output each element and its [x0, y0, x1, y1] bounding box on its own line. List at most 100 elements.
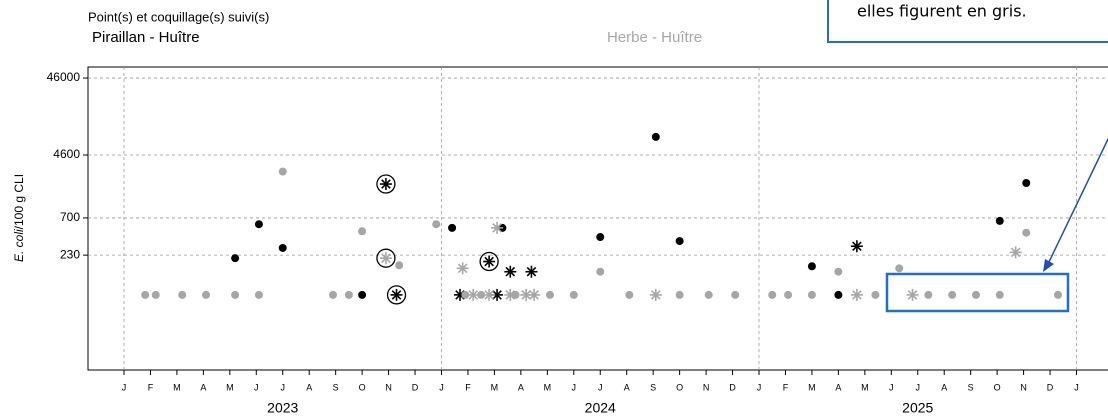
point — [784, 290, 793, 299]
point — [971, 290, 980, 299]
point — [651, 132, 660, 141]
star-stroke — [381, 253, 391, 263]
x-tick-label: J — [889, 382, 894, 392]
star-marker — [850, 240, 863, 253]
x-tick-label: N — [1020, 382, 1027, 392]
year-label: 2023 — [267, 400, 298, 416]
x-tick-label: A — [624, 382, 630, 392]
arrow — [1047, 137, 1108, 265]
year-label: 2025 — [902, 400, 933, 416]
plot-area: 230 700 4600 46000 J F M A M J J A S O N D J F M A M J J A S O N D J… — [47, 66, 1108, 416]
x-tick-label: M — [861, 382, 869, 392]
x-tick-label: A — [306, 382, 312, 392]
star-stroke — [521, 290, 531, 300]
star-stroke — [529, 290, 539, 300]
star-marker — [850, 288, 863, 301]
x-tick-label: J — [439, 382, 444, 392]
point — [895, 264, 904, 273]
star-stroke — [907, 290, 918, 300]
x-tick-label: A — [518, 382, 524, 392]
x-tick-label: J — [122, 382, 127, 392]
y-tick-label: 700 — [60, 210, 80, 224]
point — [731, 290, 740, 299]
star-stroke — [505, 266, 516, 277]
point — [329, 290, 338, 299]
point — [675, 237, 684, 246]
x-tick-label: J — [916, 382, 921, 392]
point — [395, 261, 404, 270]
point — [432, 220, 441, 229]
y-axis-label-italic: E. coli — [12, 229, 26, 262]
y-tick-label: 4600 — [53, 147, 80, 161]
star-marker — [483, 288, 496, 301]
point — [178, 290, 187, 299]
star-stroke — [381, 179, 391, 189]
point — [344, 290, 353, 299]
star-stroke — [651, 290, 661, 300]
y-axis-label-rest: /100 g CLI — [12, 174, 26, 229]
point-circle — [479, 251, 499, 272]
star-marker — [376, 174, 396, 194]
star-stroke — [391, 290, 402, 300]
highlight-box — [885, 272, 1070, 313]
star-marker — [491, 221, 504, 234]
y-axis-label: E. coli/100 g CLI — [12, 174, 26, 262]
x-tick-label: J — [757, 382, 762, 392]
point — [545, 290, 554, 299]
x-tick-label: O — [676, 382, 683, 392]
point — [202, 290, 211, 299]
legend-entry: Piraillan - Huître — [92, 29, 200, 46]
point-circle — [376, 174, 396, 194]
x-tick-label: S — [333, 382, 339, 392]
x-tick-label: D — [412, 382, 419, 392]
point — [358, 227, 367, 236]
star-stroke — [505, 290, 516, 300]
x-tick-label: J — [280, 382, 285, 392]
arrow-head — [1043, 259, 1054, 272]
star-marker — [649, 288, 662, 301]
point — [254, 220, 263, 229]
x-tick-label: S — [650, 382, 656, 392]
point — [477, 290, 486, 299]
x-tick-label: F — [465, 382, 471, 392]
point — [278, 167, 287, 176]
point — [151, 290, 160, 299]
star-marker — [467, 288, 480, 301]
y-tick-label: 230 — [60, 247, 80, 261]
star-stroke — [526, 266, 537, 277]
annotation-box — [827, 0, 1108, 43]
star-stroke — [484, 290, 494, 300]
point — [1022, 179, 1031, 188]
point — [807, 290, 816, 299]
x-tick-label: J — [572, 382, 577, 392]
point — [1022, 228, 1031, 237]
point — [924, 290, 933, 299]
x-tick-label: J — [254, 382, 259, 392]
x-tick-label: F — [148, 382, 154, 392]
point — [834, 267, 843, 276]
point — [596, 233, 605, 242]
point — [231, 254, 240, 263]
point — [948, 290, 957, 299]
point — [704, 290, 713, 299]
star-stroke — [852, 290, 862, 300]
x-tick-label: M — [173, 382, 181, 392]
x-tick-label: M — [808, 382, 816, 392]
x-tick-label: S — [968, 382, 974, 392]
point — [1053, 290, 1062, 299]
point — [358, 290, 367, 299]
x-tick-label: M — [491, 382, 499, 392]
point — [807, 262, 816, 271]
point — [625, 290, 634, 299]
star-stroke — [492, 290, 502, 300]
chart-subtitle: Point(s) et coquillage(s) suivi(s) — [88, 9, 269, 24]
year-label: 2024 — [585, 400, 616, 416]
x-tick-label: O — [994, 382, 1001, 392]
x-tick-label: F — [783, 382, 789, 392]
annotation: elles figurent en gris. — [857, 2, 1027, 21]
star-marker — [456, 262, 469, 275]
x-tick-label: N — [703, 382, 710, 392]
point — [278, 243, 287, 252]
point — [231, 290, 240, 299]
